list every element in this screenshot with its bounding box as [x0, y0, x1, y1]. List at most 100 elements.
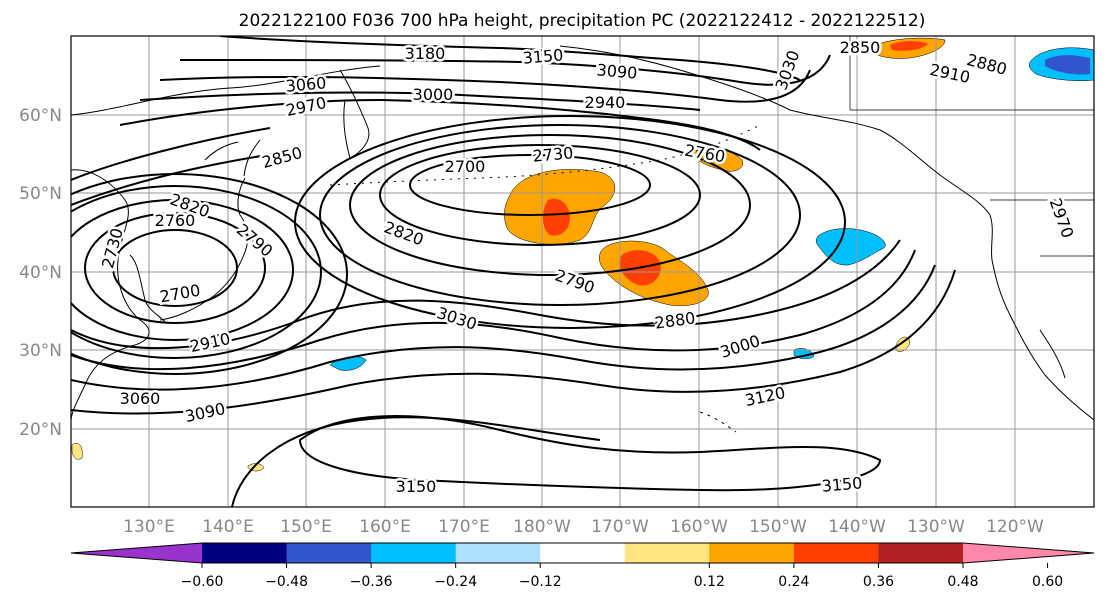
- colorbar-segment: [624, 543, 710, 563]
- colorbar-tick-label: 0.36: [863, 574, 894, 590]
- contour-low-west: [71, 173, 348, 375]
- precip-area-yellow-3: [71, 442, 83, 460]
- colorbar-extend-min: [71, 543, 202, 563]
- colorbar-tick-label: −0.48: [265, 574, 308, 590]
- contour-label: 3180: [405, 44, 446, 63]
- contour-line: [219, 36, 801, 81]
- contour-label: 2850: [840, 38, 881, 57]
- contour-label: 2730: [532, 143, 574, 165]
- precip-area-red-1: [542, 198, 570, 236]
- contour-line: [139, 91, 701, 111]
- longitude-label: 140°E: [202, 517, 254, 537]
- colorbar-segment: [202, 543, 288, 563]
- colorbar-segment: [878, 543, 964, 563]
- latitude-label: 40°N: [19, 263, 62, 283]
- coast-kamchatka: [339, 69, 370, 159]
- colorbar: −0.60 −0.48 −0.36 −0.24 −0.12 0.12 0.24 0.36 0.4…: [70, 542, 1095, 590]
- contour-low-central: [319, 124, 801, 306]
- coast-aleutians: [329, 124, 761, 186]
- contour-low-west: [112, 229, 238, 307]
- precipitation-shading: [71, 37, 1094, 472]
- colorbar-tick-label: −0.24: [434, 574, 477, 590]
- colorbar-tick-label: 0.60: [1032, 574, 1063, 590]
- contour-line: [159, 69, 811, 103]
- contour-line: [179, 54, 831, 86]
- coast-asia-east: [71, 169, 150, 421]
- contour-label: 3000: [413, 85, 454, 104]
- contour-line: [71, 149, 301, 206]
- contour-line: [71, 269, 956, 415]
- colorbar-extend-max: [963, 543, 1094, 563]
- longitude-label: 130°W: [907, 517, 965, 537]
- coast-korea: [129, 254, 166, 323]
- longitude-label: 160°W: [670, 517, 728, 537]
- colorbar-tick-label: 0.48: [947, 574, 978, 590]
- longitude-label: 120°W: [986, 517, 1044, 537]
- contour-low-central: [349, 134, 751, 276]
- colorbar-segment: [793, 543, 879, 563]
- longitude-label: 170°W: [591, 517, 649, 537]
- colorbar-segment: [709, 543, 795, 563]
- contour-low-west: [71, 185, 322, 359]
- longitude-label: 140°W: [828, 517, 886, 537]
- contour-label: 3090: [596, 60, 638, 82]
- longitude-label: 180°W: [513, 517, 571, 537]
- contour-label: 3060: [120, 389, 161, 408]
- latitude-labels: 60°N 50°N 40°N 30°N 20°N: [19, 106, 62, 440]
- longitude-label: 150°E: [280, 517, 332, 537]
- colorbar-tick-label: 0.24: [778, 574, 809, 590]
- contour-low-central: [294, 115, 846, 329]
- height-contours: [71, 36, 956, 507]
- colorbar-tick-label: −0.36: [350, 574, 393, 590]
- contour-label: 2760: [155, 211, 196, 230]
- colorbar-segment: [371, 543, 457, 563]
- contour-low-west: [71, 199, 294, 341]
- colorbar-segment: [540, 543, 626, 563]
- contour-label: 3150: [821, 473, 863, 495]
- precip-area-red-ne: [890, 41, 928, 51]
- contour-line: [119, 98, 761, 151]
- contour-line: [231, 416, 601, 507]
- coast-sakhalin: [204, 139, 261, 177]
- contour-label: 2940: [585, 93, 626, 112]
- contour-label: 2700: [445, 157, 486, 176]
- longitude-label: 130°E: [123, 517, 175, 537]
- latitude-label: 50°N: [19, 184, 62, 204]
- contour-low-central: [409, 154, 651, 216]
- contour-low-central: [379, 144, 701, 246]
- contour-line: [71, 264, 936, 391]
- border-canada-us: [850, 109, 1094, 257]
- coast-siberia: [71, 65, 381, 116]
- colorbar-segment: [455, 543, 541, 563]
- map-title: 2022122100 F036 700 hPa height, precipit…: [239, 11, 926, 31]
- contour-line: [71, 239, 901, 350]
- contour-line: [71, 249, 916, 371]
- coastlines: [71, 36, 1094, 433]
- contour-low-west: [84, 212, 266, 324]
- longitude-label: 160°E: [359, 517, 411, 537]
- longitude-labels: 130°E 140°E 150°E 160°E 170°E 180°W 170°W 160°W…: [123, 517, 1044, 537]
- colorbar-tick-label: −0.12: [519, 574, 562, 590]
- precip-area-lightblue-1: [816, 228, 886, 266]
- latitude-label: 20°N: [19, 420, 62, 440]
- longitude-label: 150°W: [749, 517, 807, 537]
- longitude-label: 170°E: [438, 517, 490, 537]
- contour-high-south: [298, 415, 882, 492]
- colorbar-segment: [286, 543, 372, 563]
- coast-baja: [1039, 329, 1066, 379]
- contour-label: 3150: [396, 477, 437, 496]
- latitude-label: 30°N: [19, 341, 62, 361]
- map-frame: [70, 35, 1095, 508]
- coast-japan: [159, 177, 249, 321]
- colorbar-tick-label: 0.12: [694, 574, 725, 590]
- coast-hawaii: [699, 411, 737, 433]
- contour-label: 3060: [285, 73, 327, 95]
- precip-area-darkblue-ne: [1045, 55, 1090, 75]
- contour-label: 3150: [522, 45, 564, 67]
- contour-line: [71, 127, 271, 181]
- latitude-label: 60°N: [19, 106, 62, 126]
- colorbar-tick-label: −0.60: [181, 574, 224, 590]
